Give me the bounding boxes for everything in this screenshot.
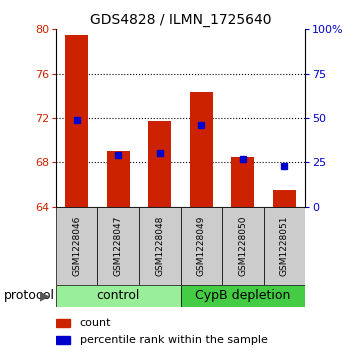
Text: count: count: [80, 318, 111, 328]
Bar: [180, 207, 222, 285]
Text: control: control: [96, 289, 140, 302]
Text: GSM1228049: GSM1228049: [197, 216, 206, 276]
Text: protocol: protocol: [4, 289, 55, 302]
Text: GSM1228046: GSM1228046: [72, 216, 81, 276]
Bar: [65, 34, 88, 207]
Text: GSM1228051: GSM1228051: [280, 216, 289, 276]
Text: GSM1228050: GSM1228050: [238, 216, 247, 276]
Bar: [148, 121, 171, 207]
Text: GSM1228047: GSM1228047: [114, 216, 123, 276]
Bar: [56, 337, 70, 344]
Bar: [264, 207, 305, 285]
Bar: [231, 157, 254, 207]
Bar: [97, 207, 139, 285]
Text: GDS4828 / ILMN_1725640: GDS4828 / ILMN_1725640: [90, 13, 271, 27]
Bar: [180, 285, 305, 307]
Text: GSM1228048: GSM1228048: [155, 216, 164, 276]
Bar: [139, 207, 180, 285]
Bar: [273, 190, 296, 207]
Bar: [56, 319, 70, 327]
Bar: [56, 207, 97, 285]
Text: percentile rank within the sample: percentile rank within the sample: [80, 335, 268, 345]
Text: CypB depletion: CypB depletion: [195, 289, 291, 302]
Bar: [107, 151, 130, 207]
Text: ▶: ▶: [40, 289, 50, 302]
Bar: [56, 285, 180, 307]
Bar: [222, 207, 264, 285]
Bar: [190, 93, 213, 207]
